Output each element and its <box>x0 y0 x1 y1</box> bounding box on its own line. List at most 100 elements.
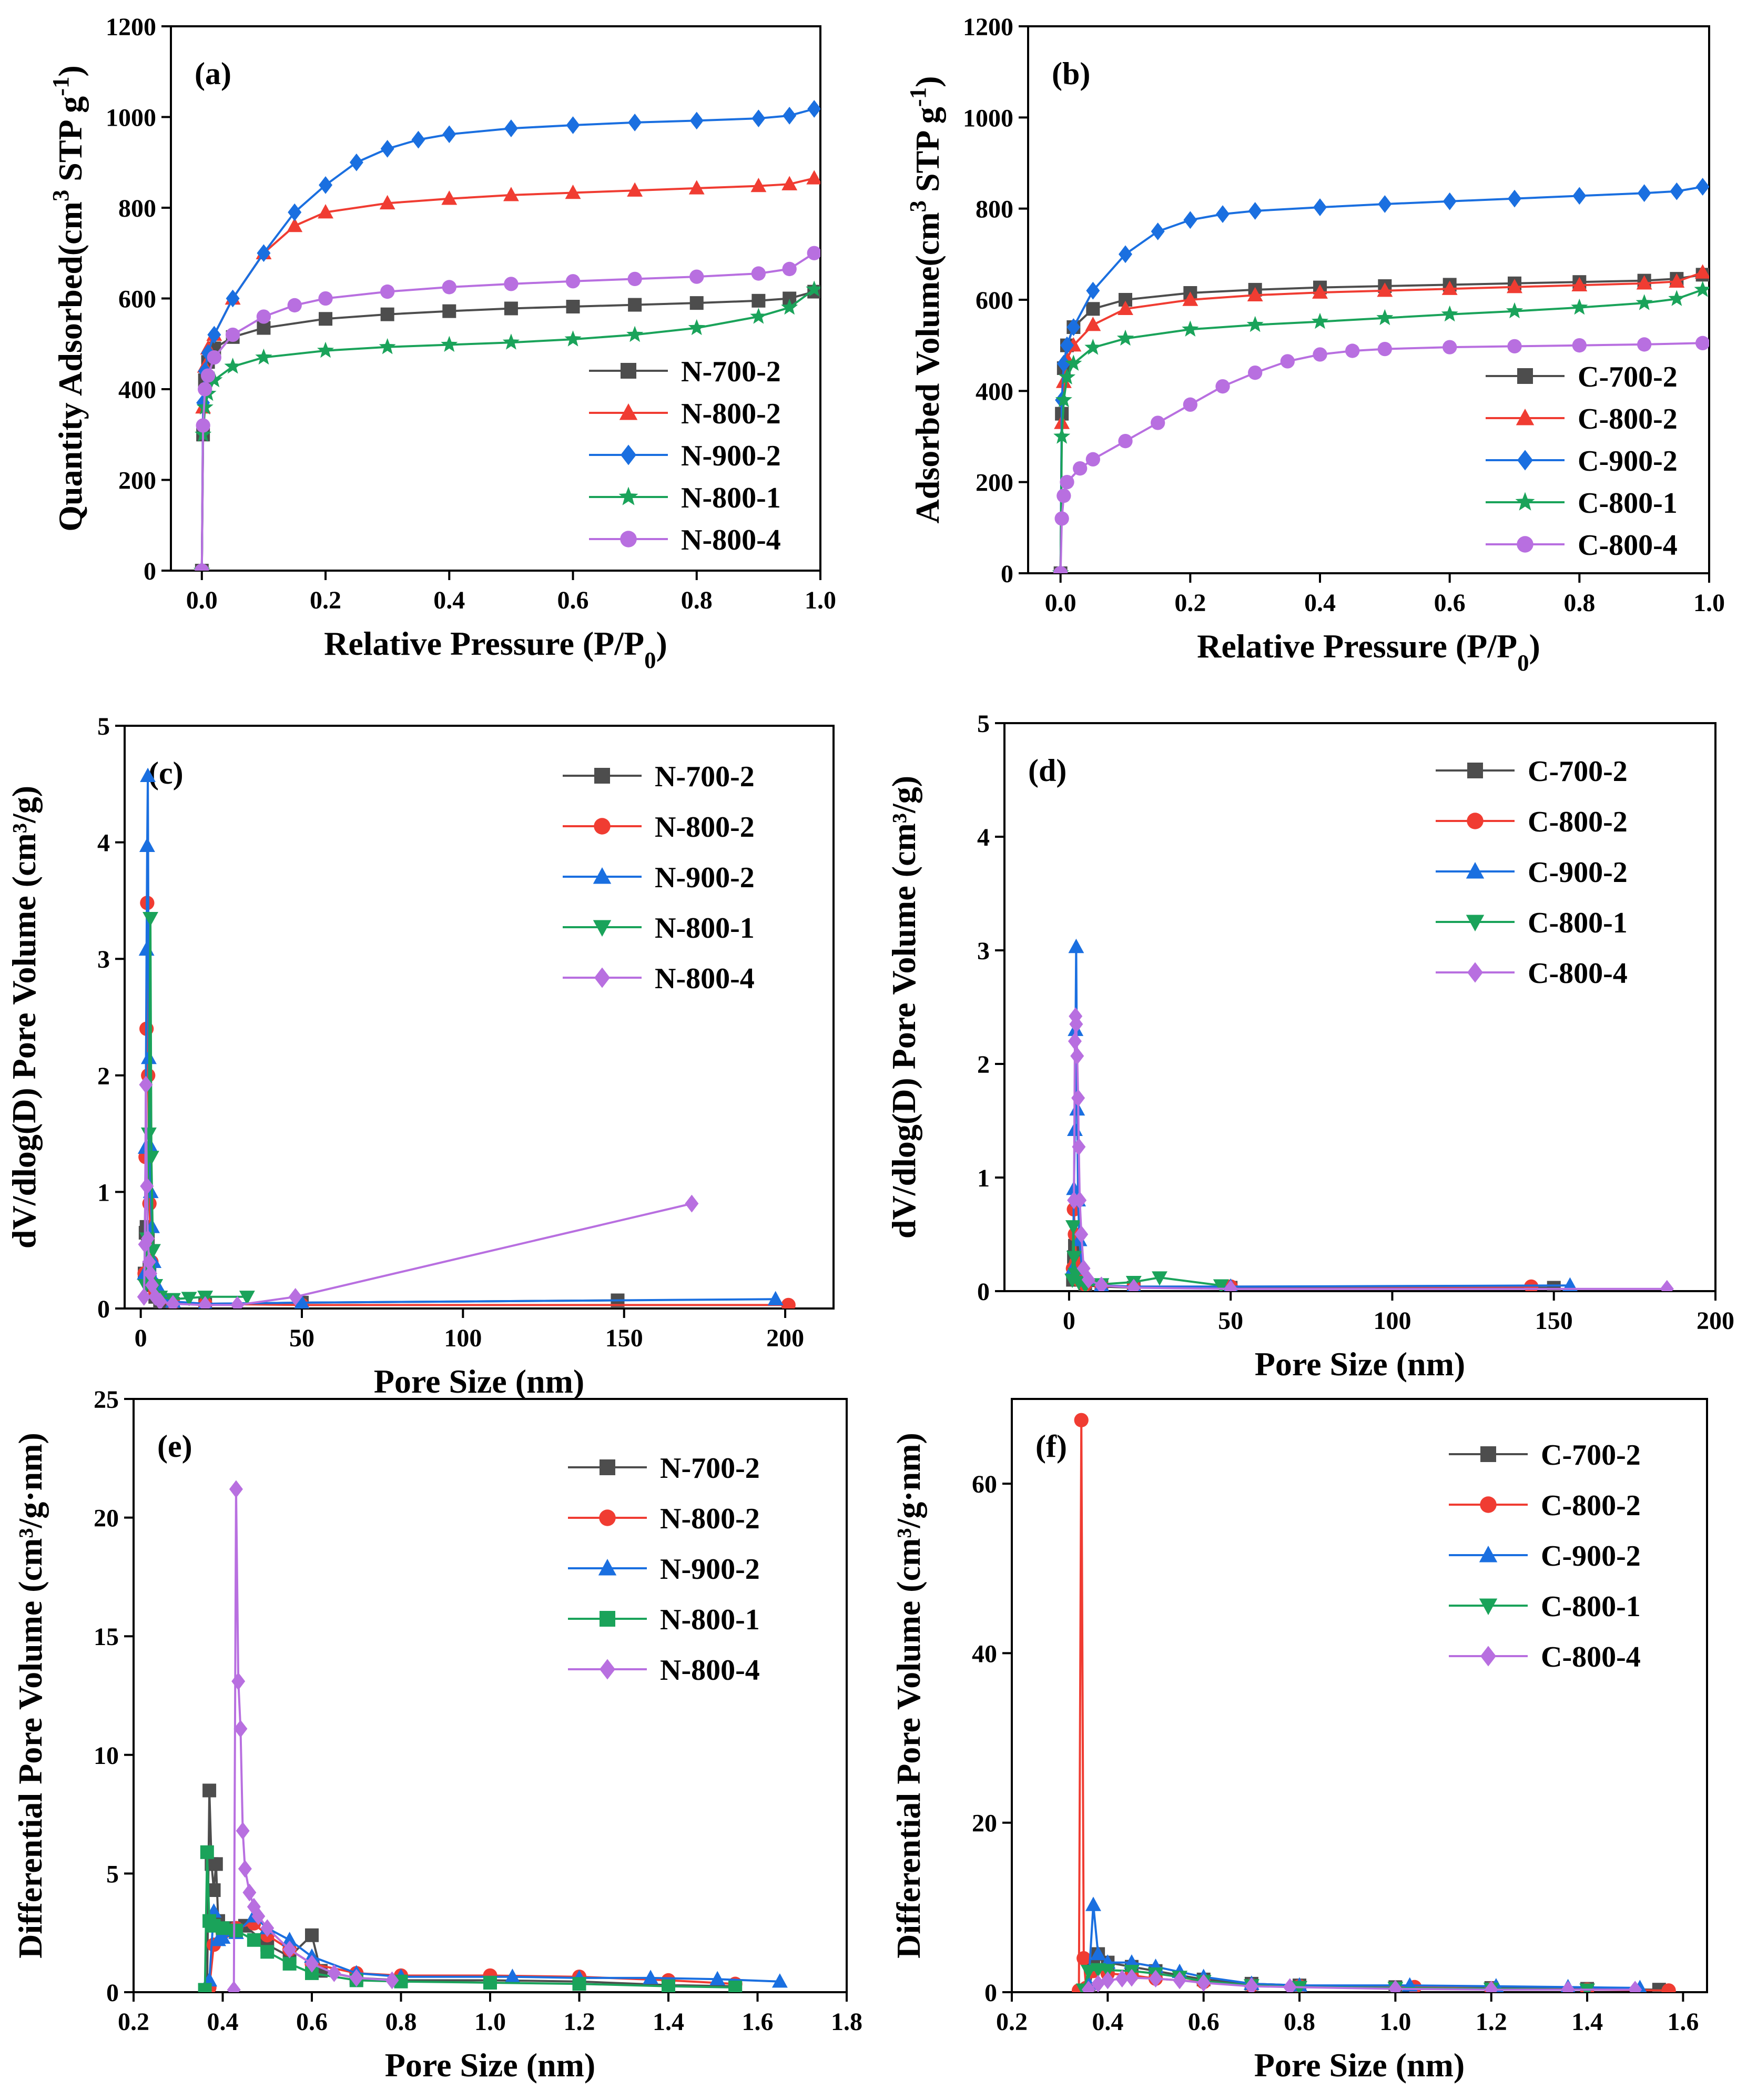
x-axis-label: Pore Size (nm) <box>374 1363 584 1400</box>
legend-marker <box>1466 915 1485 931</box>
data-point-N-800-1 <box>379 338 396 354</box>
data-point-C-800-1 <box>1246 316 1264 332</box>
data-point-N-800-4 <box>627 271 642 287</box>
x-axis-label: Relative Pressure (P/P0) <box>1197 627 1540 676</box>
data-point-C-900-2 <box>1443 192 1457 210</box>
data-point-N-900-2 <box>319 176 333 194</box>
legend-marker <box>599 1509 616 1526</box>
legend-label: C-800-1 <box>1541 1590 1641 1623</box>
legend-marker <box>600 1659 615 1680</box>
legend-label: C-900-2 <box>1541 1540 1641 1573</box>
data-point-N-800-4 <box>287 298 302 313</box>
data-point-N-800-4 <box>142 1253 156 1271</box>
x-tick-label: 0 <box>1063 1307 1075 1335</box>
legend-label: C-700-2 <box>1578 361 1678 393</box>
legend-marker <box>619 403 638 420</box>
data-point-N-800-1 <box>750 308 767 324</box>
data-point-N-700-2 <box>689 296 704 310</box>
legend-label: N-800-4 <box>681 524 781 556</box>
data-point-N-800-4 <box>139 1076 153 1094</box>
y-tick-label: 400 <box>118 376 156 404</box>
data-point-C-800-4 <box>1345 343 1360 358</box>
data-point-C-800-4 <box>1054 511 1069 526</box>
data-point-N-800-4 <box>196 418 210 433</box>
data-point-N-800-1 <box>781 298 798 315</box>
data-point-N-700-2 <box>202 1783 217 1798</box>
legend-marker <box>1479 1546 1498 1563</box>
data-point-N-800-1 <box>247 1933 261 1947</box>
data-point-C-800-1 <box>1571 298 1588 315</box>
data-point-C-800-4 <box>1183 397 1197 412</box>
data-point-C-800-1 <box>1668 290 1685 306</box>
data-point-N-800-1 <box>224 358 241 374</box>
data-point-C-900-2 <box>1572 187 1587 205</box>
y-tick-label: 2 <box>97 1062 110 1090</box>
data-point-C-900-2 <box>1670 182 1684 200</box>
x-tick-label: 50 <box>1218 1307 1243 1335</box>
x-tick-label: 0.8 <box>1563 589 1595 617</box>
data-point-N-800-4 <box>230 1296 245 1308</box>
data-point-N-800-1 <box>143 911 158 927</box>
data-point-N-800-2 <box>287 217 303 232</box>
y-tick-label: 1200 <box>106 13 156 41</box>
y-tick-label: 0 <box>144 557 156 585</box>
legend-marker <box>1517 450 1533 471</box>
data-point-N-900-2 <box>138 941 155 956</box>
data-point-C-900-2 <box>1313 198 1327 216</box>
data-point-N-800-2 <box>688 180 705 195</box>
data-point-N-800-2 <box>627 182 643 197</box>
data-point-N-900-2 <box>215 1929 231 1944</box>
legend-marker <box>594 818 611 835</box>
data-point-C-800-4 <box>1101 1971 1115 1990</box>
data-point-C-800-4 <box>1085 452 1100 466</box>
data-point-N-800-1 <box>255 348 272 365</box>
series-line-N-900-2 <box>144 776 776 1305</box>
data-point-C-800-1 <box>1694 281 1709 297</box>
legend-label: C-900-2 <box>1528 856 1628 889</box>
y-tick-label: 600 <box>976 287 1013 315</box>
data-point-C-800-1 <box>1182 320 1199 337</box>
series-line-N-800-1 <box>144 918 247 1301</box>
x-tick-label: 1.8 <box>831 2008 862 2036</box>
data-point-C-800-4 <box>1224 1280 1238 1291</box>
data-point-C-900-2 <box>1637 184 1651 202</box>
legend-label: N-900-2 <box>681 440 781 472</box>
y-tick-label: 800 <box>118 195 156 222</box>
data-point-N-800-4 <box>242 1883 257 1902</box>
x-tick-label: 0.4 <box>433 586 465 614</box>
legend-marker <box>1517 536 1533 553</box>
chart-panel-b: 0.0 0.2 0.4 0.6 0.8 1.0 0 200 400 600 800 1000 1200 R… <box>905 13 1725 676</box>
data-point-N-900-2 <box>140 767 156 782</box>
data-point-C-800-4 <box>1057 489 1071 503</box>
panel-label: (b) <box>1052 56 1090 91</box>
y-tick-label: 400 <box>976 378 1013 405</box>
data-point-C-900-2 <box>1090 1945 1106 1961</box>
data-point-C-800-1 <box>1636 294 1653 310</box>
data-point-C-900-2 <box>1378 195 1392 213</box>
series-layer <box>1064 938 1674 1291</box>
series-line-C-800-2 <box>1072 1209 1531 1288</box>
data-point-C-800-2 <box>1312 284 1328 299</box>
data-point-N-800-4 <box>233 1720 248 1738</box>
x-tick-label: 1.6 <box>1667 2008 1699 2036</box>
legend-label: C-800-4 <box>1578 529 1678 562</box>
y-tick-label: 200 <box>976 469 1013 497</box>
data-point-N-800-4 <box>141 1230 155 1247</box>
data-point-N-900-2 <box>257 244 271 262</box>
legend-label: N-800-4 <box>655 962 755 995</box>
x-tick-label: 0.8 <box>681 586 713 614</box>
plot-frame <box>124 725 835 1310</box>
data-point-N-800-1 <box>198 1983 212 1992</box>
legend-marker <box>594 768 610 784</box>
data-point-C-800-4 <box>1073 461 1088 476</box>
panel-label: (f) <box>1035 1429 1067 1464</box>
data-point-C-800-4 <box>1695 336 1709 350</box>
y-tick-label: 4 <box>97 829 110 857</box>
data-point-C-900-2 <box>1086 281 1100 300</box>
data-point-N-700-2 <box>504 301 518 316</box>
legend-marker <box>1517 368 1533 384</box>
data-point-C-800-4 <box>1070 1047 1084 1065</box>
chart-panel-a: 0.0 0.2 0.4 0.6 0.8 1.0 0 200 400 600 800 1000 1200 R… <box>47 13 836 673</box>
data-point-C-800-1 <box>1376 309 1394 326</box>
data-point-N-800-1 <box>200 1845 214 1859</box>
